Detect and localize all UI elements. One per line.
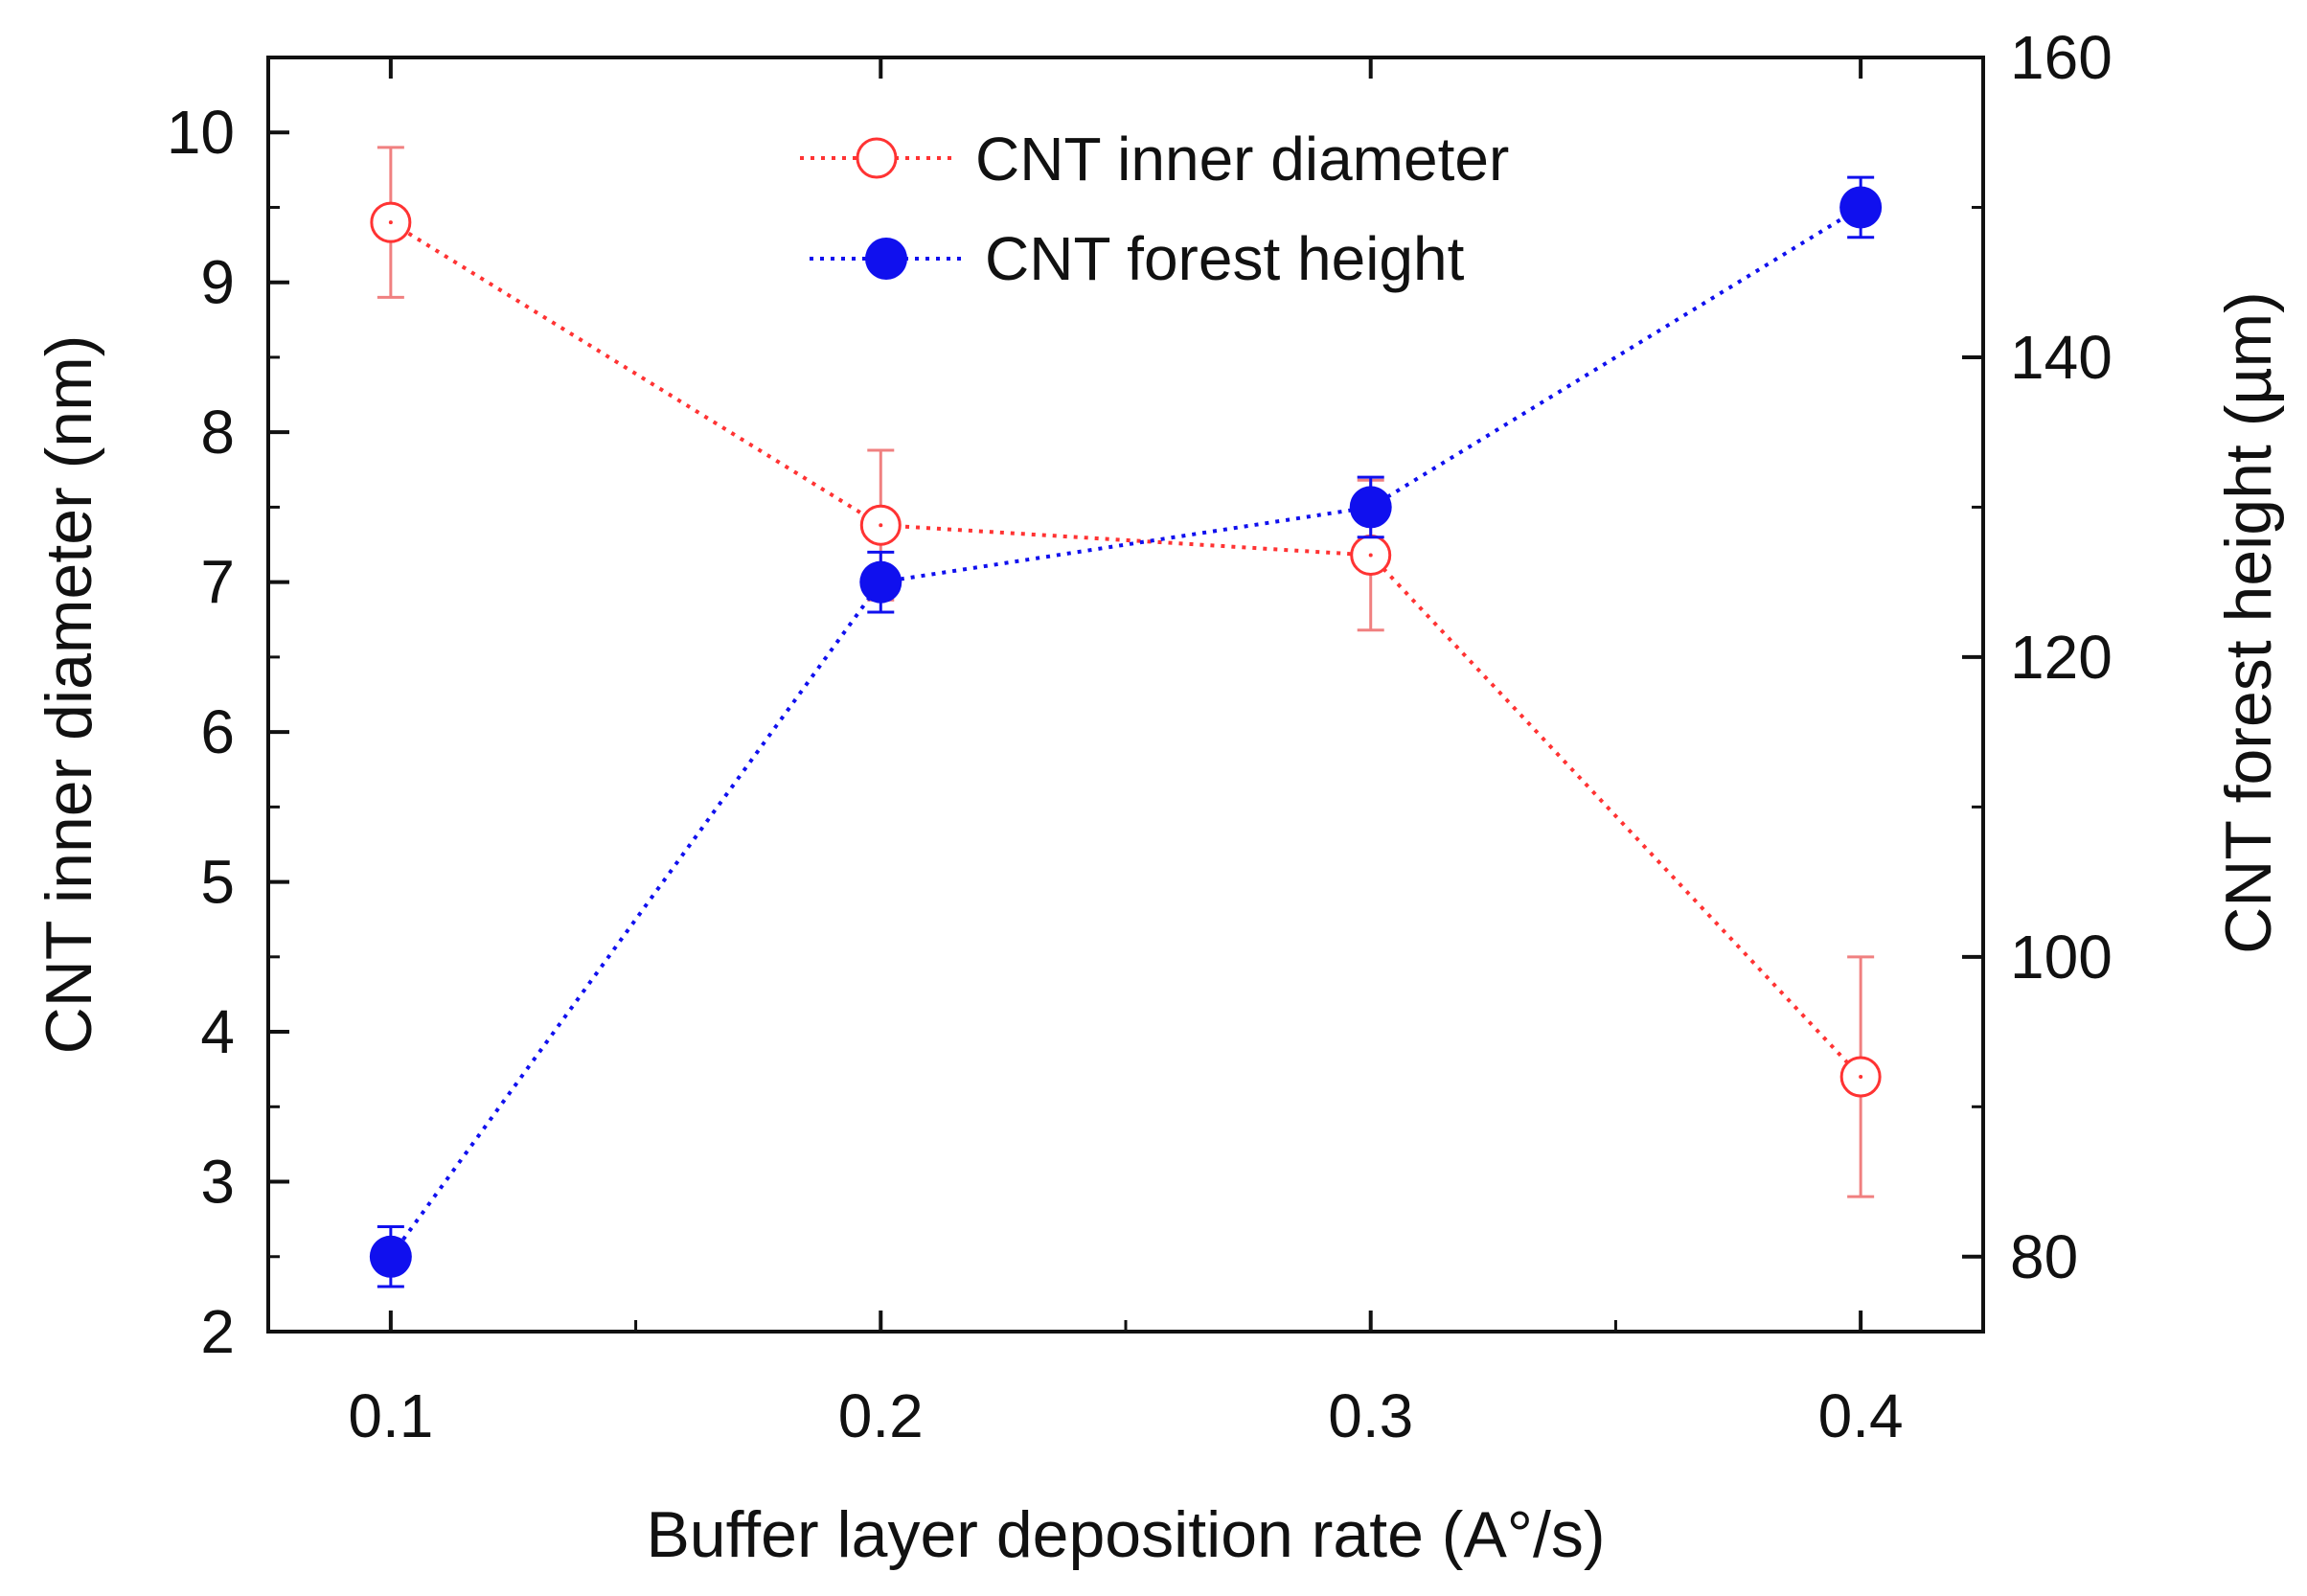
right-y-tick-label: 120 bbox=[2010, 623, 2113, 692]
right-y-tick-label: 80 bbox=[2010, 1222, 2078, 1291]
left-y-tick-label: 10 bbox=[167, 98, 235, 167]
x-tick-label: 0.2 bbox=[838, 1381, 924, 1450]
legend: CNT inner diameter CNT forest height bbox=[800, 125, 1509, 293]
left-y-tick-label: 7 bbox=[200, 548, 235, 617]
x-tick-label: 0.4 bbox=[1818, 1381, 1904, 1450]
data-point-cnt-forest-height bbox=[859, 560, 902, 604]
left-y-axis: 2 3 4 5 6 7 8 9 10 bbox=[167, 56, 289, 1366]
legend-label-forest-height: CNT forest height bbox=[985, 224, 1465, 293]
x-axis-title: Buffer layer deposition rate (A°/s) bbox=[646, 1498, 1605, 1571]
data-point-center bbox=[879, 523, 883, 528]
left-y-tick-label: 6 bbox=[200, 697, 235, 766]
right-y-tick-label: 100 bbox=[2010, 923, 2113, 992]
left-y-tick-label: 5 bbox=[200, 848, 235, 917]
right-y-tick-label: 140 bbox=[2010, 323, 2113, 392]
series-line-cnt-forest-height bbox=[389, 205, 1862, 1258]
x-axis: 0.1 0.2 0.3 0.4 bbox=[348, 57, 1904, 1450]
data-point-center bbox=[1368, 553, 1373, 558]
legend-marker-inner-diameter bbox=[856, 137, 898, 179]
data-point-cnt-forest-height bbox=[1349, 486, 1392, 529]
legend-label-inner-diameter: CNT inner diameter bbox=[975, 125, 1509, 194]
data-point-cnt-forest-height bbox=[369, 1235, 412, 1278]
right-y-tick-label: 160 bbox=[2010, 23, 2113, 92]
left-y-tick-label: 2 bbox=[200, 1297, 235, 1366]
right-y-axis: 80 100 120 140 160 bbox=[1962, 23, 2113, 1291]
series-line-cnt-inner-diameter bbox=[389, 220, 1862, 1079]
series-layer bbox=[369, 146, 1883, 1288]
left-y-tick-label: 3 bbox=[200, 1148, 235, 1217]
left-y-tick-label: 8 bbox=[200, 398, 235, 467]
left-y-tick-label: 4 bbox=[200, 997, 235, 1066]
x-tick-label: 0.3 bbox=[1328, 1381, 1413, 1450]
right-y-axis-title: CNT forest height (µm) bbox=[2212, 291, 2285, 954]
data-point-center bbox=[1859, 1075, 1863, 1079]
x-tick-label: 0.1 bbox=[348, 1381, 433, 1450]
left-y-axis-title: CNT inner diameter (nm) bbox=[33, 335, 105, 1055]
left-y-tick-label: 9 bbox=[200, 248, 235, 317]
data-point-cnt-forest-height bbox=[1839, 186, 1883, 229]
legend-marker-forest-height bbox=[865, 238, 907, 280]
data-point-center bbox=[388, 220, 393, 225]
